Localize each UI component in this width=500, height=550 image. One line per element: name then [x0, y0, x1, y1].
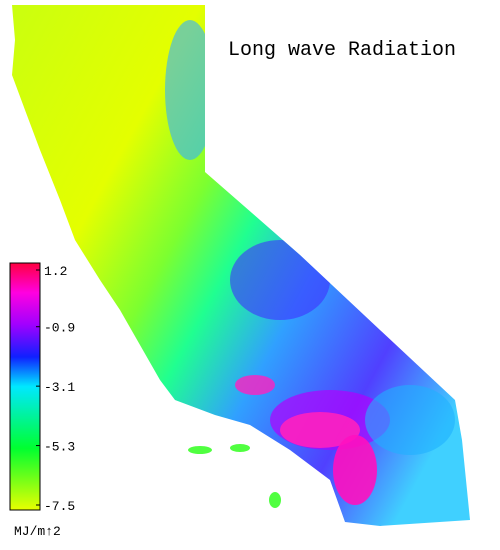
island: [230, 444, 250, 452]
colorbar-tick-label: -3.1: [44, 380, 75, 395]
map-title: Long wave Radiation: [228, 39, 456, 62]
colorbar-tick-label: -5.3: [44, 440, 75, 455]
island: [269, 492, 281, 508]
colorbar-tick-label: -7.5: [44, 499, 75, 514]
colorbar-unit: MJ/m↑2: [14, 524, 61, 539]
colorbar-tick-label: -0.9: [44, 321, 75, 336]
colorbar: [9, 262, 41, 511]
island: [188, 446, 212, 454]
colorbar-tick-label: 1.2: [44, 264, 67, 279]
